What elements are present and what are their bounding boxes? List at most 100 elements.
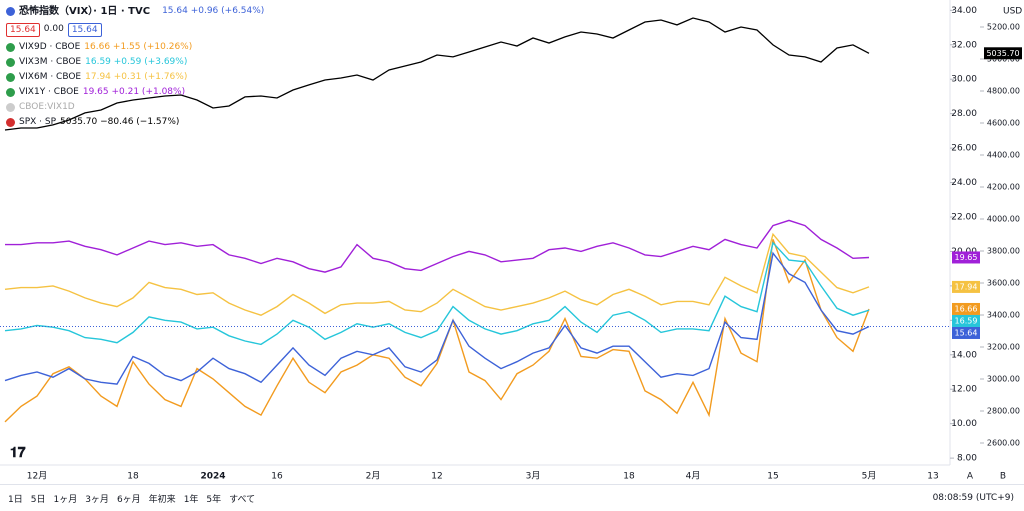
range-button[interactable]: すべて [229, 494, 256, 505]
y2-tick-label: 4000.00 [987, 215, 1020, 224]
legend-name: VIX6M · CBOE [19, 72, 82, 82]
ranges: 1日 5日 1ヶ月 3ヶ月 6ヶ月 年初来 1年 5年 すべて [0, 492, 255, 505]
price-tag-label: 16.66 [955, 304, 978, 313]
y2-tick-label: 4600.00 [987, 119, 1020, 128]
legend-icon [6, 58, 15, 67]
currency: USD [1003, 7, 1022, 17]
legend-value: 19.65 +0.21 (+1.08%) [82, 87, 186, 97]
legend-row: VIX3M · CBOE 16.59 +0.59 (+3.69%) [6, 55, 264, 70]
x-tick-label: 5月 [862, 471, 877, 482]
legend-icon [6, 43, 15, 52]
y-tick-label: 30.00 [951, 75, 977, 85]
series-line [4, 241, 870, 346]
price-tag-label: 17.94 [955, 282, 978, 291]
header-row: 恐怖指数（VIX）· 1日 · TVC 15.64 +0.96 (+6.54%) [6, 4, 264, 19]
axis-button[interactable]: A [967, 472, 974, 482]
range-button[interactable]: 年初来 [148, 494, 176, 505]
series-line [4, 251, 870, 385]
clock: 08:08:59 (UTC+9) [932, 493, 1014, 503]
legend-value: 17.94 +0.31 (+1.76%) [85, 72, 188, 82]
range-button[interactable]: 1ヶ月 [53, 494, 78, 505]
y-tick-label: 12.00 [951, 385, 977, 395]
x-tick-label: 2月 [366, 471, 381, 482]
price-tag-label: 19.65 [955, 253, 978, 262]
bottom-bar: 1日 5日 1ヶ月 3ヶ月 6ヶ月 年初来 1年 5年 すべて 08:08:59 (UTC+9) [0, 484, 1024, 511]
price-tag [984, 47, 1022, 60]
range-button[interactable]: 1日 [8, 494, 23, 505]
y2-tick-label: 4200.00 [987, 183, 1020, 192]
x-tick-label: 13 [927, 472, 938, 482]
y-tick-label: 10.00 [951, 419, 977, 429]
y-tick-label: 24.00 [951, 178, 977, 188]
y2-tick-label: 3400.00 [987, 311, 1020, 320]
logo: 𝟏𝟕 [10, 445, 26, 461]
range-button[interactable]: 1年 [183, 494, 199, 505]
legend-icon [6, 118, 15, 127]
x-tick-label: 18 [623, 472, 635, 482]
legend-value: 16.59 +0.59 (+3.69%) [85, 57, 188, 67]
legend-icon [6, 88, 15, 97]
range-button[interactable]: 3ヶ月 [85, 494, 109, 505]
legend-row: VIX6M · CBOE 17.94 +0.31 (+1.76%) [6, 70, 264, 85]
y2-tick-label: 3600.00 [987, 279, 1020, 288]
legend-icon [6, 103, 15, 112]
price-tag-label: 15.64 [955, 328, 978, 337]
range-button[interactable]: 5年 [206, 494, 222, 505]
bid[interactable]: 15.64 [6, 22, 40, 37]
x-tick-label: 12 [431, 472, 442, 482]
legend-icon [6, 73, 15, 82]
series-line [4, 17, 870, 131]
y2-tick-label: 3200.00 [987, 343, 1020, 352]
axis-button[interactable]: B [1000, 472, 1006, 482]
y2-tick-label: 3800.00 [987, 247, 1020, 256]
x-tick-label: 4月 [686, 471, 701, 482]
series-line [4, 232, 870, 316]
legend-rows: VIX9D · CBOE 16.66 +1.55 (+10.26%) VIX3M ·… [6, 40, 264, 130]
legend-row: VIX1Y · CBOE 19.65 +0.21 (+1.08%) [6, 85, 264, 100]
y-tick-label: 8.00 [957, 454, 977, 464]
price-tag [952, 326, 980, 339]
y2-tick-label: 2600.00 [987, 439, 1020, 448]
legend-row: VIX9D · CBOE 16.66 +1.55 (+10.26%) [6, 40, 264, 55]
title: 恐怖指数（VIX）· 1日 · TVC [19, 6, 151, 17]
y-tick-label: 34.00 [951, 6, 977, 16]
legend-row: CBOE:VIX1D [6, 100, 264, 115]
legend-name: VIX9D · CBOE [19, 42, 81, 52]
x-tick-label: 18 [127, 472, 139, 482]
spread: 0.00 [43, 24, 64, 34]
price-tag [952, 302, 980, 315]
y-tick-label: 22.00 [951, 213, 977, 223]
y2-tick-label: 2800.00 [987, 407, 1020, 416]
legend-name: SPX · SP [19, 117, 57, 127]
x-tick-label: 16 [271, 472, 283, 482]
range-button[interactable]: 6ヶ月 [116, 494, 141, 505]
price-tag-label: 16.59 [955, 316, 978, 325]
x-tick-label: 3月 [526, 471, 541, 482]
legend-name: VIX1Y · CBOE [19, 87, 79, 97]
range-button[interactable]: 5日 [30, 494, 46, 505]
quote: 15.64 +0.96 (+6.54%) [162, 6, 265, 16]
legend-name: VIX3M · CBOE [19, 57, 82, 67]
y-tick-label: 26.00 [951, 144, 977, 154]
price-tag [952, 314, 980, 327]
y2-tick-label: 4800.00 [987, 87, 1020, 96]
series-line [5, 219, 870, 273]
chart: USD A B 𝟏𝟕 8.0010.0012.0014.0016.0018.00… [0, 0, 1024, 484]
y-tick-label: 28.00 [951, 109, 977, 119]
ask[interactable]: 15.64 [67, 22, 102, 37]
price-tag [952, 251, 980, 264]
quote-row: 15.64 0.00 15.64 [6, 22, 264, 37]
series-line [4, 239, 870, 423]
y2-tick-label: 4400.00 [987, 151, 1020, 160]
background [0, 0, 1024, 484]
legend-value: 16.66 +1.55 (+10.26%) [84, 42, 193, 52]
legend: 恐怖指数（VIX）· 1日 · TVC 15.64 +0.96 (+6.54%) … [6, 4, 264, 130]
y-tick-label: 32.00 [951, 40, 977, 50]
x-tick-label: 2024 [200, 472, 225, 482]
y-tick-label: 14.00 [951, 350, 977, 360]
legend-row: SPX · SP 5035.70 −80.46 (−1.57%) [6, 115, 264, 130]
x-tick-label: 12月 [27, 471, 47, 482]
y2-tick-label: 3000.00 [987, 375, 1020, 384]
price-tag-label: 5035.70 [986, 49, 1019, 58]
